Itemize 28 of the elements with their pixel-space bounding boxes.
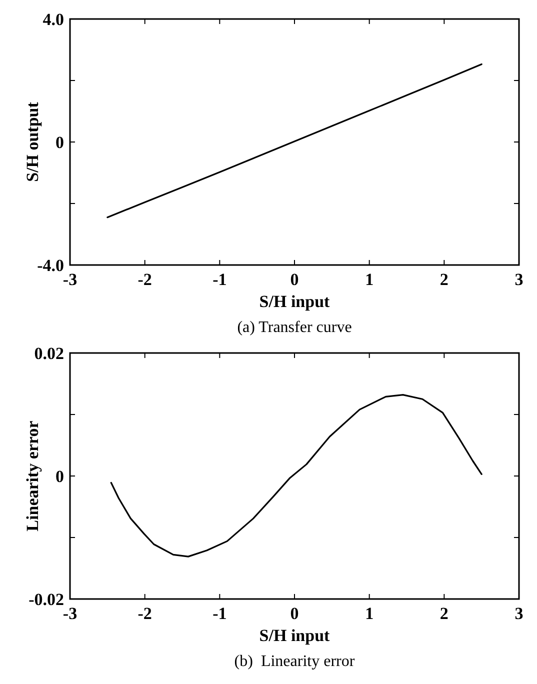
y-axis-title: Linearity error [23, 420, 42, 532]
x-axis-title: S/H input [259, 292, 330, 311]
x-tick-label: 2 [440, 270, 448, 289]
x-tick-label: 0 [290, 604, 299, 623]
x-tick-label: 3 [514, 604, 524, 623]
y-tick-label: -0.02 [28, 590, 64, 609]
x-tick-label: 1 [365, 270, 374, 289]
x-tick-label: -3 [62, 604, 78, 623]
line-series [110, 394, 482, 558]
x-tick-label: 0 [290, 270, 299, 289]
y-tick-label: -4.0 [37, 256, 64, 275]
x-tick-label: -1 [212, 270, 227, 289]
text: (b) Linearity error [234, 653, 356, 670]
x-tick-label: -2 [138, 604, 152, 623]
x-tick-label: 2 [440, 604, 448, 623]
text: (a) Transfer curve [237, 319, 352, 336]
x-tick-label: -2 [138, 270, 152, 289]
y-axis-title: S/H output [23, 102, 42, 182]
line-series [106, 63, 482, 218]
y-tick-label: 0 [56, 132, 64, 152]
x-axis-title: S/H input [259, 626, 330, 645]
x-tick-label: -1 [212, 604, 227, 623]
x-tick-label: -3 [62, 270, 78, 289]
y-tick-label: 0 [56, 466, 64, 486]
y-tick-label: 0.02 [34, 344, 64, 363]
y-tick-label: 4.0 [42, 10, 64, 29]
x-tick-label: 3 [514, 270, 524, 289]
x-tick-label: 1 [365, 604, 374, 623]
